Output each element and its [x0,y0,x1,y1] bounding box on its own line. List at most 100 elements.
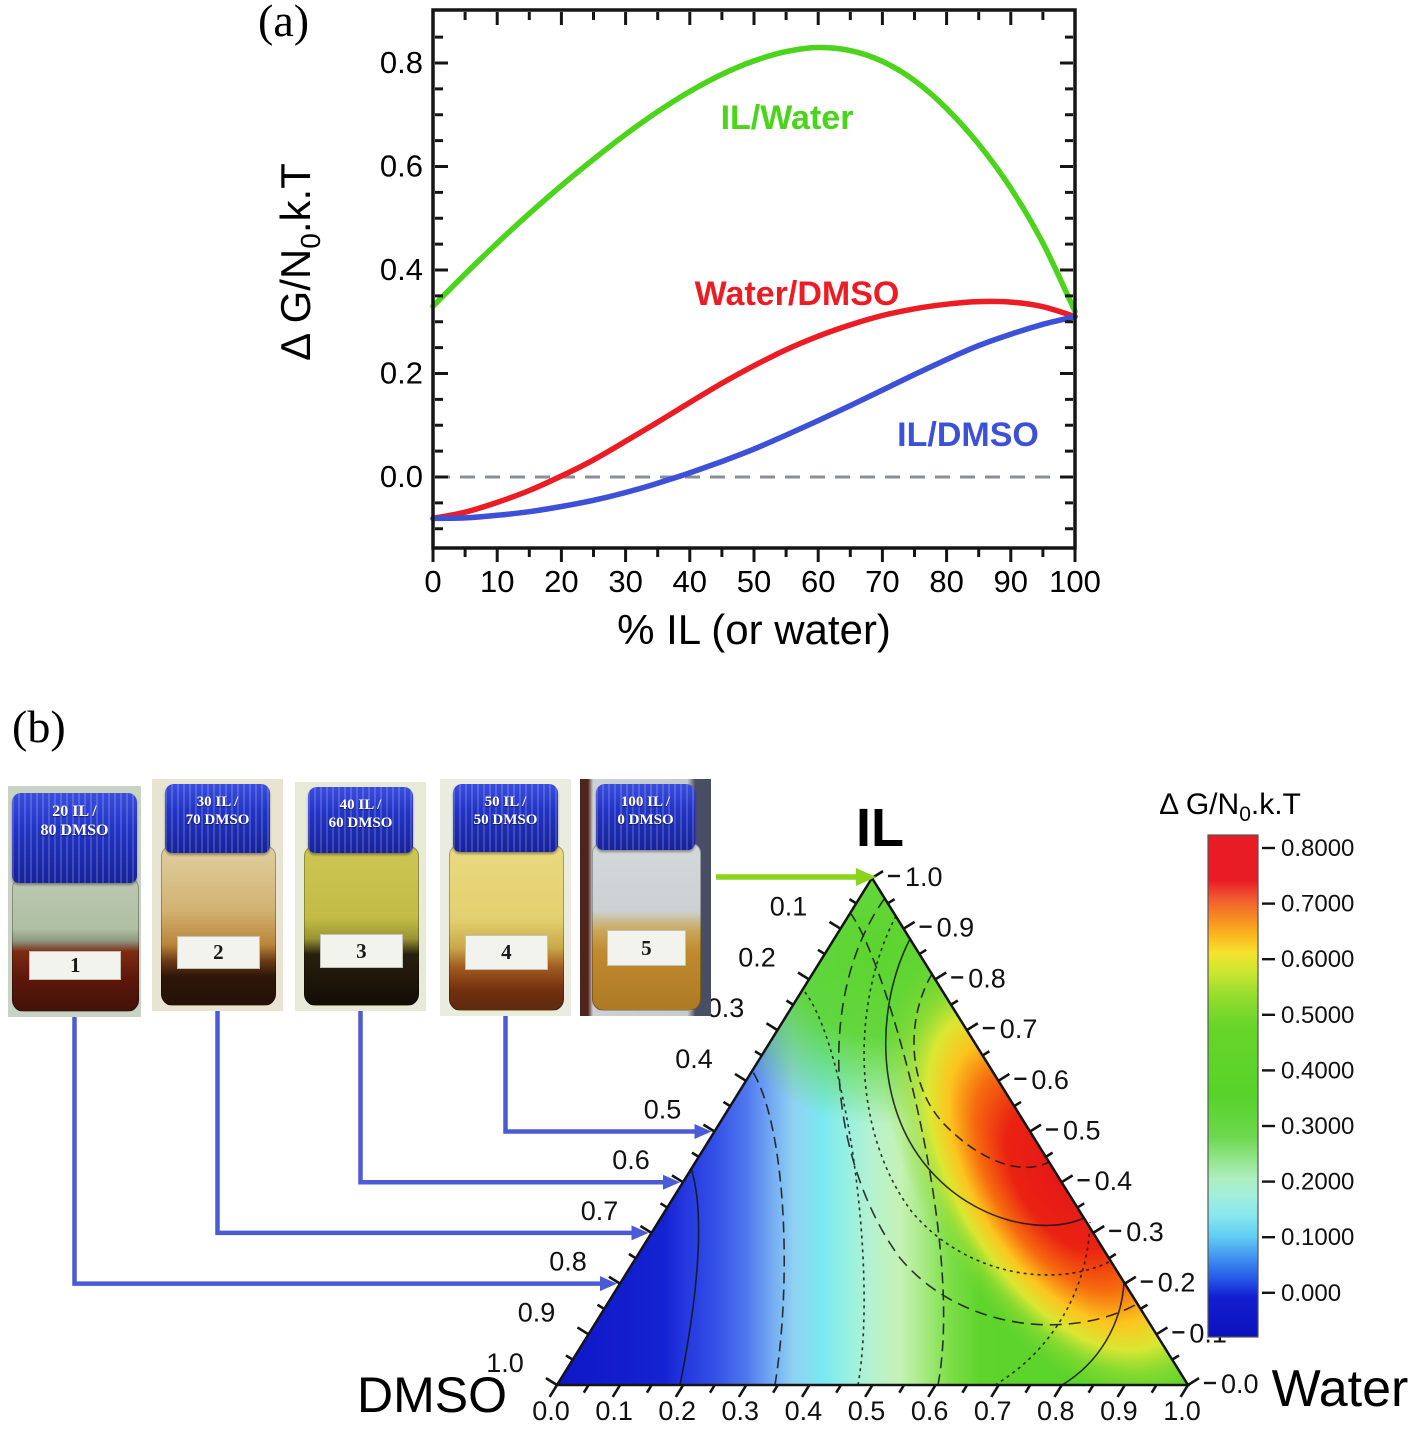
ternary-right-tick-label: 0.7 [1000,1014,1038,1044]
bottle-body: 2 [161,846,276,1007]
arrow-head [631,1225,649,1241]
ternary-bottom-tick [835,1384,843,1394]
x-tick-label: 90 [994,564,1028,599]
bottle-number-label: 2 [176,935,260,970]
arrow-bottle-1-to-left-edge [72,1016,603,1286]
panel-b-label: (b) [12,701,66,752]
ternary-bottom-tick-label: 0.4 [785,1396,823,1426]
bottle-cap-line2: 50 DMSO [473,811,538,828]
bottle-body: 1 [11,878,139,1013]
x-tick-label: 100 [1049,564,1101,599]
arrow-head [663,1174,680,1190]
ternary-left-tick [817,948,826,956]
ternary-bottom-tick [927,1384,937,1398]
ternary-left-tick-label: 0.5 [644,1095,682,1125]
ternary-bottom-tick-label: 0.2 [658,1396,696,1426]
ternary-left-tick [545,1377,558,1387]
ternary-right-tick-label: 0.8 [968,963,1006,993]
ternary-right-tick [918,948,927,956]
ternary-bottom-tick-label: 1.0 [1163,1396,1201,1426]
bottle-cap: 40 IL /60 DMSO [308,786,413,853]
ternary-left-tick [639,1224,653,1235]
ternary-bottom-tick-label: 0.3 [722,1396,760,1426]
ternary-right-tick [1029,1123,1042,1133]
bottle-photo-4: 4 50 IL /50 DMSO [440,779,571,1016]
ternary-bottom-tick [1116,1384,1127,1398]
x-axis-title: % IL (or water) [617,606,891,653]
arrow-bottle-3-to-left-edge [358,1010,666,1185]
ternary-right-tick [1092,1224,1105,1235]
y-axis-title-rest: .k.T [272,163,319,233]
ternary-right-tick [966,1022,979,1032]
series-label-il-water: IL/Water [721,99,854,137]
ternary-left-tick [608,1275,621,1285]
colorbar-tick-label: 0.3000 [1281,1113,1354,1140]
ternary-right-tick-label: 0.2 [1158,1268,1196,1298]
x-tick-label: 0 [424,564,441,599]
arrow-bottle-4-to-left-edge [503,1015,698,1134]
bottle-number-label: 4 [464,934,548,970]
ternary-right-tick-label: 0.6 [1031,1065,1069,1095]
ternary-right-tick [1187,1377,1200,1387]
ternary-left-tick [702,1123,716,1133]
ternary-bottom-tick [1087,1384,1095,1394]
ternary-left-tick [576,1326,590,1336]
ternary-left-tick-label: 0.4 [675,1044,713,1074]
contour-line [838,897,1138,1326]
bottle-cap: 20 IL / 80 DMSO [11,792,137,883]
x-tick-label: 70 [865,564,899,599]
series-curve-water-dmso [430,298,1078,522]
ternary-left-tick [754,1050,763,1057]
series-curve-il-dmso [430,313,1078,522]
y-tick-label: 0.2 [380,356,423,391]
ternary-bottom-tick [990,1384,1000,1398]
colorbar-title-sub: 0 [1239,803,1251,826]
ternary-right-tick [1124,1275,1137,1285]
ternary-bottom-tick [1150,1384,1158,1394]
y-tick-label: 0.6 [380,149,423,184]
ternary-bottom-tick [708,1384,716,1394]
bottle-cap-line2: 80 DMSO [40,822,109,840]
colorbar-tick-label: 0.5000 [1281,1002,1354,1029]
ternary-bottom-tick [800,1384,811,1398]
bottle-photo-5: 5 100 IL /0 DMSO [580,779,711,1016]
bottle-photo-2: 2 30 IL /70 DMSO [152,779,283,1011]
colorbar [1207,834,1259,1338]
ternary-bottom-tick-label: 0.6 [911,1396,949,1426]
bottle-number-label: 5 [606,930,687,966]
colorbar-tick-label: 0.2000 [1281,1169,1354,1196]
ternary-right-tick-label: 0.3 [1126,1217,1164,1247]
ternary-left-tick [797,971,810,981]
ternary-bottom-tick [645,1384,653,1394]
ternary-left-tick [785,999,794,1006]
arrow-head [694,1124,712,1139]
colorbar-tick-label: 0.8000 [1281,835,1354,862]
ternary-bottom-tick [1024,1384,1032,1394]
ternary-right-tick-label: 0.0 [1221,1369,1259,1399]
ternary-left-tick [848,898,857,905]
arrow-head [856,868,876,886]
ternary-left-tick [765,1022,779,1032]
contour-line [679,1167,700,1386]
ternary-bottom-tick [674,1384,685,1398]
y-axis-title-sub: 0 [295,233,326,249]
ternary-bottom-tick [548,1384,559,1398]
ternary-right-tick [1045,1151,1054,1158]
ternary-right-tick [1013,1100,1022,1108]
ternary-left-tick [565,1354,574,1361]
x-tick-label: 80 [929,564,963,599]
ternary-right-tick-label: 0.5 [1063,1116,1101,1146]
ternary-bottom-tick [961,1384,969,1394]
ternary-right-tick-label: 0.4 [1095,1166,1133,1196]
ternary-bottom-tick [864,1384,874,1398]
contour-line [994,1221,1091,1386]
y-tick-label: 0.0 [380,459,423,494]
contour-line [752,1071,785,1386]
ternary-bottom-tick [772,1384,779,1394]
series-label-il-dmso: IL/DMSO [897,416,1039,454]
ternary-left-tick-label: 1.0 [486,1348,524,1378]
x-tick-label: 10 [480,564,514,599]
ternary-right-tick [1171,1354,1180,1361]
bottle-cap-line1: 50 IL / [484,793,527,810]
bottle-photo-1: 1 20 IL / 80 DMSO [8,786,141,1017]
